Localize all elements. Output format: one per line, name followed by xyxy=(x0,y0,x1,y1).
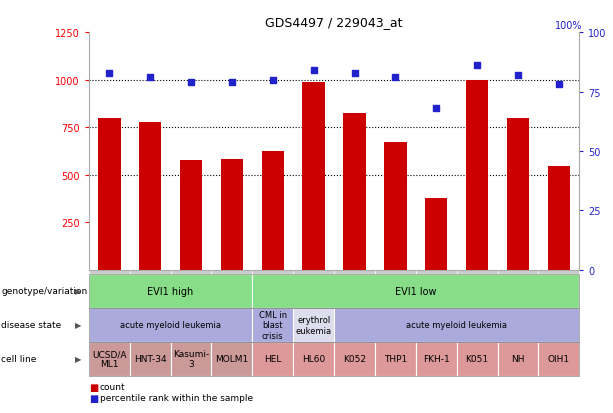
Bar xyxy=(221,160,243,270)
Bar xyxy=(302,83,325,270)
Text: K051: K051 xyxy=(465,354,489,363)
Title: GDS4497 / 229043_at: GDS4497 / 229043_at xyxy=(265,16,403,29)
Text: ■: ■ xyxy=(89,382,98,392)
Text: acute myeloid leukemia: acute myeloid leukemia xyxy=(406,320,507,330)
Text: ▶: ▶ xyxy=(75,320,82,330)
Text: OIH1: OIH1 xyxy=(548,354,570,363)
Bar xyxy=(466,81,489,270)
Text: NH: NH xyxy=(511,354,525,363)
Point xyxy=(513,72,523,79)
Point xyxy=(268,77,278,84)
Text: FKH-1: FKH-1 xyxy=(423,354,449,363)
Point xyxy=(104,70,114,77)
Text: HL60: HL60 xyxy=(302,354,326,363)
Point xyxy=(227,80,237,86)
Text: ▶: ▶ xyxy=(75,354,82,363)
Text: acute myeloid leukemia: acute myeloid leukemia xyxy=(120,320,221,330)
Point xyxy=(186,80,196,86)
Text: ■: ■ xyxy=(89,393,98,403)
Text: cell line: cell line xyxy=(1,354,37,363)
Text: disease state: disease state xyxy=(1,320,61,330)
Text: percentile rank within the sample: percentile rank within the sample xyxy=(100,393,253,402)
Bar xyxy=(384,143,406,270)
Bar xyxy=(262,152,284,270)
Point xyxy=(309,68,319,74)
Bar xyxy=(98,119,121,270)
Text: K052: K052 xyxy=(343,354,366,363)
Point xyxy=(432,106,441,112)
Text: 100%: 100% xyxy=(555,21,583,31)
Bar xyxy=(139,123,161,270)
Bar xyxy=(425,199,447,270)
Text: HEL: HEL xyxy=(264,354,281,363)
Point xyxy=(349,70,359,77)
Text: EVI1 high: EVI1 high xyxy=(148,286,194,296)
Point xyxy=(554,82,564,88)
Point xyxy=(472,63,482,69)
Text: HNT-34: HNT-34 xyxy=(134,354,167,363)
Bar xyxy=(180,161,202,270)
Text: ▶: ▶ xyxy=(75,287,82,296)
Text: THP1: THP1 xyxy=(384,354,407,363)
Bar xyxy=(547,167,570,270)
Text: UCSD/A
ML1: UCSD/A ML1 xyxy=(92,349,126,368)
Text: CML in
blast
crisis: CML in blast crisis xyxy=(259,310,287,340)
Text: Kasumi-
3: Kasumi- 3 xyxy=(173,349,209,368)
Point xyxy=(390,75,400,81)
Text: count: count xyxy=(100,382,126,391)
Text: genotype/variation: genotype/variation xyxy=(1,287,88,296)
Text: MOLM1: MOLM1 xyxy=(215,354,248,363)
Point xyxy=(145,75,155,81)
Text: EVI1 low: EVI1 low xyxy=(395,286,436,296)
Text: erythrol
eukemia: erythrol eukemia xyxy=(295,316,332,335)
Bar xyxy=(343,114,366,270)
Bar xyxy=(507,119,529,270)
